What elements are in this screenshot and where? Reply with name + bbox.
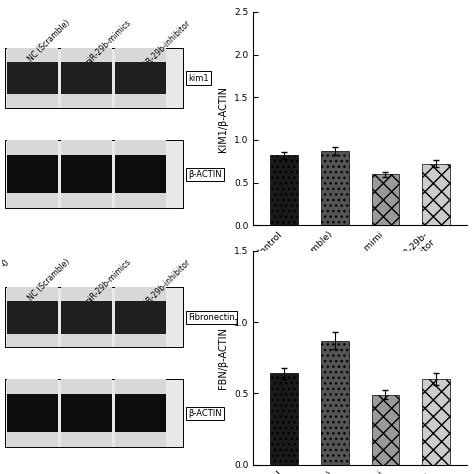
- Bar: [7, 62, 58, 94]
- Text: miR-29b-mimics: miR-29b-mimics: [82, 18, 133, 69]
- Text: β-ACTIN: β-ACTIN: [188, 409, 222, 418]
- Bar: [5, 140, 183, 208]
- Bar: [115, 140, 166, 208]
- Text: miR-29b-inhibitor: miR-29b-inhibitor: [139, 18, 192, 72]
- Bar: [270, 155, 298, 225]
- Bar: [115, 394, 166, 432]
- Bar: [61, 287, 112, 347]
- Bar: [5, 287, 183, 347]
- Bar: [61, 140, 112, 208]
- Bar: [5, 48, 183, 108]
- Bar: [372, 174, 400, 225]
- Text: miR-29b-inhibitor: miR-29b-inhibitor: [139, 257, 192, 311]
- Text: NC (Scramble): NC (Scramble): [26, 257, 72, 303]
- Bar: [7, 140, 58, 208]
- Text: -0: -0: [0, 257, 12, 269]
- Bar: [422, 164, 450, 225]
- Text: kim1: kim1: [188, 73, 209, 82]
- Bar: [115, 62, 166, 94]
- Bar: [115, 301, 166, 334]
- Bar: [115, 48, 166, 108]
- Bar: [372, 395, 400, 465]
- Bar: [7, 379, 58, 447]
- Text: β-ACTIN: β-ACTIN: [188, 170, 222, 179]
- Bar: [61, 301, 112, 334]
- Bar: [115, 155, 166, 193]
- Text: miR-29b-mimics: miR-29b-mimics: [82, 257, 133, 308]
- Bar: [320, 151, 348, 225]
- Bar: [61, 379, 112, 447]
- Text: NC (Scramble): NC (Scramble): [26, 18, 72, 64]
- Bar: [7, 48, 58, 108]
- Bar: [7, 287, 58, 347]
- Y-axis label: KIM1/β-ACTIN: KIM1/β-ACTIN: [219, 86, 228, 152]
- Bar: [320, 341, 348, 465]
- Y-axis label: FBN/β-ACTIN: FBN/β-ACTIN: [219, 327, 228, 389]
- Bar: [5, 379, 183, 447]
- Bar: [7, 301, 58, 334]
- Bar: [422, 379, 450, 465]
- Bar: [61, 394, 112, 432]
- Bar: [61, 48, 112, 108]
- Bar: [7, 155, 58, 193]
- Bar: [61, 62, 112, 94]
- Text: Fibronectin: Fibronectin: [188, 313, 235, 322]
- Bar: [115, 287, 166, 347]
- Bar: [270, 374, 298, 465]
- Bar: [115, 379, 166, 447]
- Bar: [61, 155, 112, 193]
- Bar: [7, 394, 58, 432]
